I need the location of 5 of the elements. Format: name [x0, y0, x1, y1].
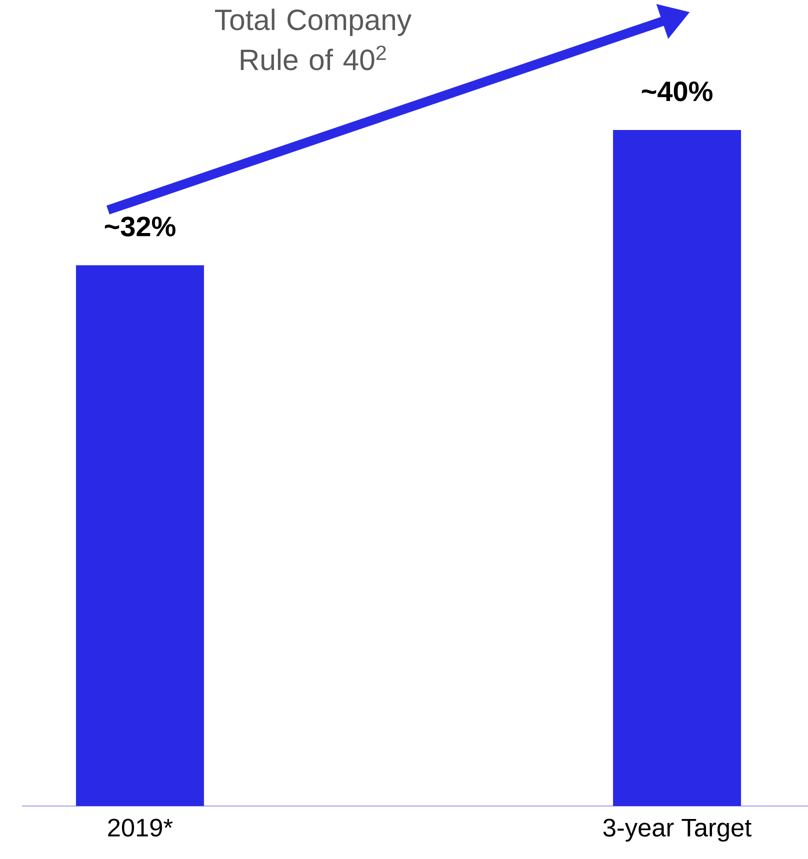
data-label: ~32% — [104, 216, 176, 236]
chart-title: Total Company Rule of 40$^{2}$ — [215, 8, 412, 70]
data-label: ~40% — [642, 81, 712, 102]
x-tick-label: 3-year Target — [603, 818, 752, 842]
x-tick-label: 2019* — [108, 818, 173, 837]
